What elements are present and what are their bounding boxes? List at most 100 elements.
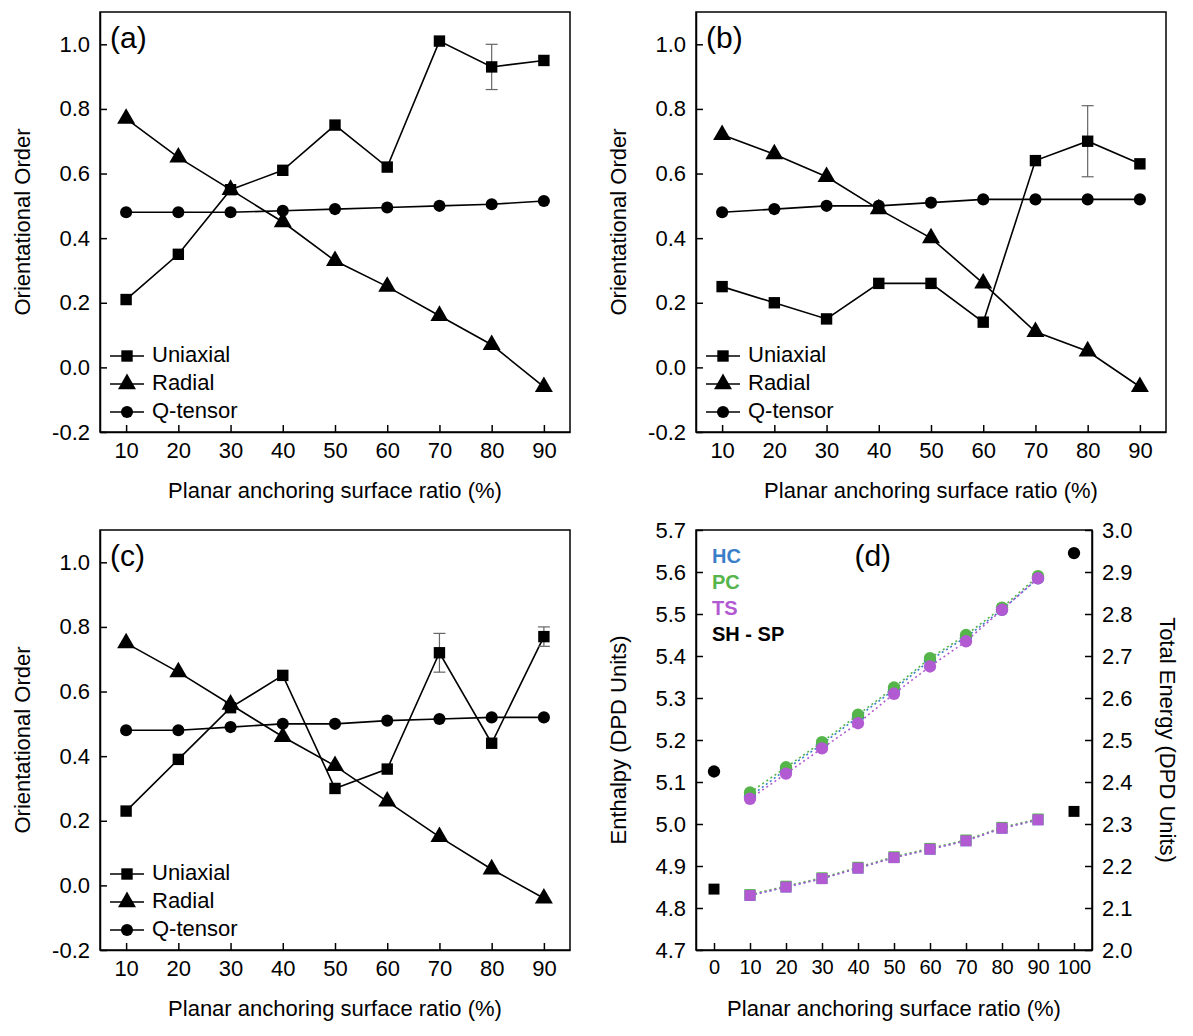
- y-axis: -0.20.00.20.40.60.81.0: [52, 13, 107, 445]
- tick-mark: [100, 432, 107, 434]
- tick: 90: [1027, 943, 1049, 978]
- marker: [745, 890, 756, 901]
- tick-label: 0: [709, 956, 720, 978]
- tick-label: 0.4: [59, 226, 90, 251]
- marker: [997, 823, 1008, 834]
- tick-mark: [826, 425, 828, 432]
- marker: [960, 635, 972, 647]
- tick: 2.1: [1085, 896, 1133, 921]
- marker: [483, 334, 501, 350]
- tick-mark: [230, 943, 232, 950]
- marker: [120, 294, 131, 305]
- marker: [977, 193, 989, 205]
- tick-label: 2.0: [1102, 938, 1133, 963]
- tick-mark: [696, 782, 703, 784]
- tick-mark: [1140, 425, 1142, 432]
- tick-mark: [1038, 943, 1040, 950]
- tick: 0.2: [59, 290, 107, 315]
- tick-mark: [126, 425, 128, 432]
- tick-mark: [696, 238, 703, 240]
- error-bar-cap: [538, 646, 550, 647]
- marker: [974, 273, 992, 289]
- tick-label: 40: [847, 956, 869, 978]
- tick-label: 2.9: [1102, 560, 1133, 585]
- tick-label: 60: [971, 438, 995, 463]
- tick: 2.7: [1085, 644, 1133, 669]
- marker: [716, 281, 727, 292]
- tick-label: 100: [1058, 956, 1091, 978]
- plot-frame: [696, 12, 1166, 432]
- marker: [816, 742, 828, 754]
- series-line: [750, 820, 1038, 896]
- marker: [222, 694, 240, 710]
- marker: [1082, 136, 1093, 147]
- tick: 5.4: [655, 644, 703, 669]
- marker: [744, 793, 756, 805]
- tick-label: 1.0: [655, 32, 686, 57]
- marker: [817, 872, 828, 883]
- tick: 50: [919, 425, 943, 463]
- tick-label: 5.6: [655, 560, 686, 585]
- series-line: [750, 578, 1038, 799]
- tick-label: 70: [955, 956, 977, 978]
- series-line: [126, 119, 544, 387]
- y2-axis: 2.02.12.22.32.42.52.62.72.82.93.0: [1085, 518, 1133, 963]
- tick: 30: [219, 943, 243, 981]
- tick-mark: [696, 824, 703, 826]
- tick-mark: [774, 425, 776, 432]
- tick: 3.0: [1085, 518, 1133, 543]
- tick: 2.4: [1085, 770, 1133, 795]
- tick: 0.8: [59, 96, 107, 121]
- tick: 90: [532, 943, 556, 981]
- marker: [1134, 193, 1146, 205]
- tick-label: 2.8: [1102, 602, 1133, 627]
- marker: [538, 195, 550, 207]
- tick-mark: [439, 425, 441, 432]
- error-bar-cap: [1082, 105, 1094, 106]
- series-line: [722, 135, 1140, 387]
- tick: 2.6: [1085, 686, 1133, 711]
- legend-label: HC: [712, 545, 741, 567]
- error-bar: [486, 44, 498, 89]
- tick: 2.0: [1085, 938, 1133, 963]
- tick: 0.0: [655, 355, 703, 380]
- tick-mark: [100, 562, 107, 564]
- marker: [538, 711, 550, 723]
- marker: [117, 108, 135, 124]
- marker: [434, 647, 445, 658]
- tick-label: 0.2: [655, 290, 686, 315]
- legend-label: Uniaxial: [152, 342, 230, 367]
- tick-mark: [387, 425, 389, 432]
- marker: [709, 884, 720, 895]
- tick-mark: [696, 908, 703, 910]
- marker: [120, 805, 131, 816]
- tick-label: 5.1: [655, 770, 686, 795]
- marker: [535, 376, 553, 392]
- marker: [1032, 572, 1044, 584]
- tick: 80: [1076, 425, 1100, 463]
- marker: [889, 851, 900, 862]
- tick-label: 90: [1027, 956, 1049, 978]
- tick-mark: [230, 425, 232, 432]
- tick-mark: [1085, 530, 1092, 532]
- y-axis-title: Enthalpy (DPD Units): [606, 635, 631, 844]
- tick-mark: [786, 943, 788, 950]
- marks: [708, 547, 1080, 901]
- tick: -0.2: [52, 420, 107, 445]
- panel: 102030405060708090-0.20.00.20.40.60.81.0…: [10, 530, 571, 1021]
- tick-mark: [983, 425, 985, 432]
- tick-mark: [100, 238, 107, 240]
- marker: [382, 161, 393, 172]
- tick-mark: [696, 303, 703, 305]
- marker: [434, 35, 445, 46]
- tick: 2.9: [1085, 560, 1133, 585]
- tick: 60: [919, 943, 941, 978]
- tick-label: 0.0: [59, 355, 90, 380]
- marker: [1033, 814, 1044, 825]
- tick: 60: [375, 425, 399, 463]
- tick-label: 70: [428, 956, 452, 981]
- tick: 0.2: [59, 808, 107, 833]
- tick: 50: [883, 943, 905, 978]
- tick-mark: [100, 885, 107, 887]
- tick-label: 2.5: [1102, 728, 1133, 753]
